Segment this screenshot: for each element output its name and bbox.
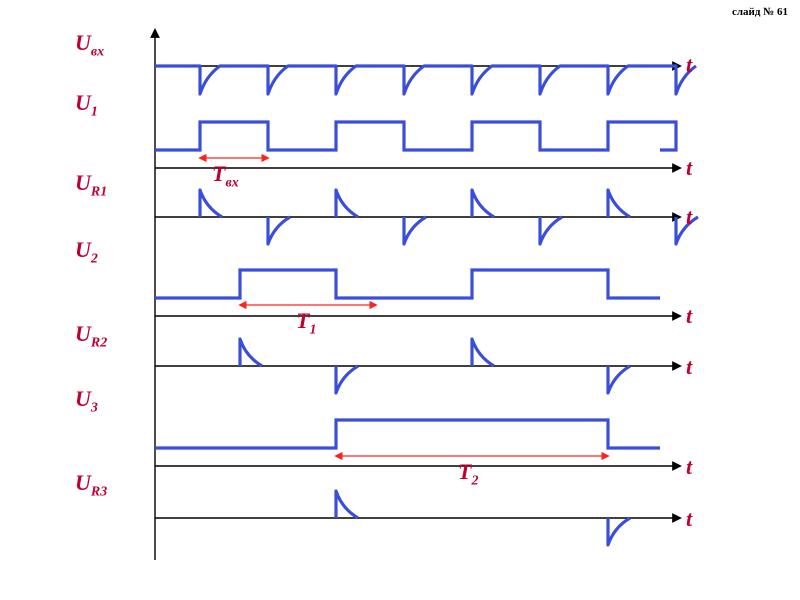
- t-label-U2: t: [686, 303, 692, 329]
- label-U1: U1: [75, 90, 98, 120]
- t-label-U3: t: [686, 454, 692, 480]
- t-label-UR2: t: [686, 354, 692, 380]
- t-label-Uvh: t: [686, 52, 692, 78]
- label-Uvh: Uвх: [75, 30, 104, 60]
- t-label-U1: t: [686, 155, 692, 181]
- label-UR1: UR1: [75, 170, 107, 200]
- period-U3: T2: [458, 459, 478, 489]
- label-UR3: UR3: [75, 470, 107, 500]
- t-label-UR3: t: [686, 506, 692, 532]
- t-label-UR1: t: [686, 204, 692, 230]
- period-U2: T1: [296, 308, 316, 338]
- label-UR2: UR2: [75, 321, 107, 351]
- period-U1: Tвх: [212, 161, 239, 191]
- label-U2: U2: [75, 237, 98, 267]
- timing-diagram: [0, 0, 800, 600]
- label-U3: U3: [75, 386, 98, 416]
